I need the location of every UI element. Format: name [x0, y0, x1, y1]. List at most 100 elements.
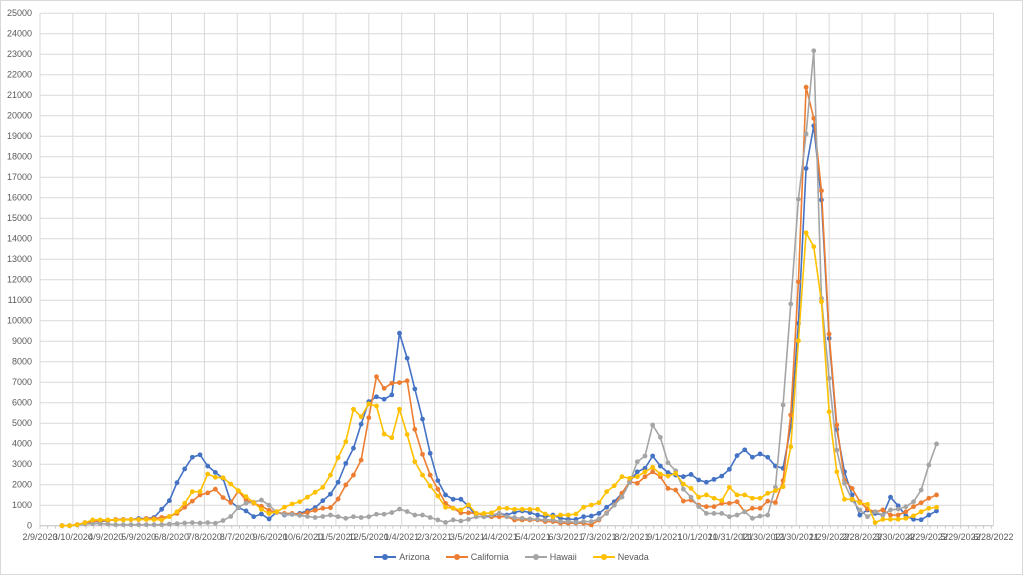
y-tick-label: 10000	[7, 316, 32, 326]
data-point	[143, 522, 149, 528]
y-tick-label: 11000	[8, 295, 32, 305]
data-point	[757, 505, 763, 511]
data-point	[389, 392, 395, 398]
data-point	[642, 453, 648, 459]
data-point	[473, 514, 479, 520]
data-point	[811, 115, 817, 121]
data-point	[182, 500, 188, 506]
legend-marker-icon	[524, 552, 547, 562]
data-point	[726, 500, 732, 506]
data-point	[282, 504, 287, 510]
data-point	[212, 470, 218, 475]
data-point	[358, 414, 364, 420]
data-point	[696, 494, 702, 500]
data-point	[481, 511, 487, 516]
y-tick-label: 7000	[12, 377, 32, 387]
data-point	[796, 279, 801, 285]
data-point	[604, 489, 610, 495]
data-point	[427, 483, 433, 489]
data-point	[757, 513, 763, 519]
data-point	[680, 474, 686, 480]
data-point	[581, 514, 587, 520]
data-point	[443, 504, 448, 510]
data-point	[650, 422, 656, 428]
data-point	[611, 502, 617, 508]
data-point	[343, 482, 349, 488]
data-point	[665, 485, 671, 491]
data-point	[926, 462, 932, 468]
data-point	[834, 447, 840, 453]
data-point	[596, 500, 602, 506]
data-point	[535, 512, 540, 518]
data-point	[82, 520, 88, 526]
data-point	[258, 511, 264, 517]
data-point	[857, 507, 863, 513]
data-point	[251, 514, 257, 520]
data-point	[773, 484, 778, 490]
y-tick-label: 4000	[12, 439, 32, 449]
data-point	[911, 513, 916, 519]
data-point	[450, 517, 456, 523]
data-point	[711, 476, 717, 482]
x-tick-label: 3/10/2020	[53, 532, 93, 542]
data-point	[680, 481, 686, 487]
data-point	[642, 469, 648, 475]
x-tick-label: 11/5/2020	[316, 532, 355, 542]
y-axis-tick-labels: 0 1000 2000 3000 4000 5000 6000 7000 8000 9000 100…	[7, 8, 32, 531]
data-point	[888, 507, 893, 513]
data-point	[351, 472, 356, 478]
series-arizona	[59, 123, 939, 529]
data-point	[420, 472, 425, 478]
data-point	[366, 415, 372, 421]
data-point	[803, 84, 809, 90]
data-point	[903, 509, 909, 515]
data-point	[650, 453, 656, 459]
y-tick-label: 14000	[7, 234, 32, 244]
data-point	[496, 514, 502, 520]
data-point	[197, 492, 203, 498]
y-tick-label: 17000	[7, 172, 32, 182]
y-tick-label: 15000	[7, 213, 32, 223]
data-point	[604, 511, 610, 516]
series-line	[61, 124, 937, 527]
data-point	[305, 514, 310, 519]
legend-item-nevada: Nevada	[592, 552, 649, 562]
data-point	[305, 494, 310, 500]
data-point	[312, 515, 318, 520]
series-nevada	[59, 230, 939, 529]
data-point	[136, 522, 142, 528]
data-point	[819, 188, 824, 194]
data-point	[113, 522, 119, 528]
data-point	[305, 509, 310, 515]
data-point	[212, 520, 218, 526]
data-point	[688, 485, 694, 491]
data-point	[757, 495, 763, 501]
data-point	[420, 451, 425, 457]
data-point	[243, 500, 249, 506]
data-point	[888, 494, 893, 500]
x-tick-label: 4/9/2020	[88, 532, 123, 542]
series-line	[61, 231, 937, 527]
data-point	[642, 474, 648, 480]
data-point	[197, 520, 203, 526]
legend-item-california: California	[445, 552, 509, 562]
data-point	[289, 512, 295, 517]
x-tick-label: 5/9/2020	[121, 532, 156, 542]
data-point	[473, 511, 479, 516]
data-point	[934, 441, 939, 447]
data-point	[443, 520, 448, 525]
data-point	[420, 512, 425, 518]
gridlines	[39, 12, 995, 529]
data-point	[381, 385, 387, 391]
data-point	[182, 520, 188, 526]
data-point	[381, 396, 387, 402]
data-point	[565, 512, 571, 518]
y-tick-label: 12000	[7, 275, 32, 285]
data-point	[765, 512, 771, 518]
data-point	[427, 515, 433, 520]
data-point	[258, 497, 264, 503]
data-point	[888, 512, 893, 518]
data-point	[105, 517, 111, 523]
